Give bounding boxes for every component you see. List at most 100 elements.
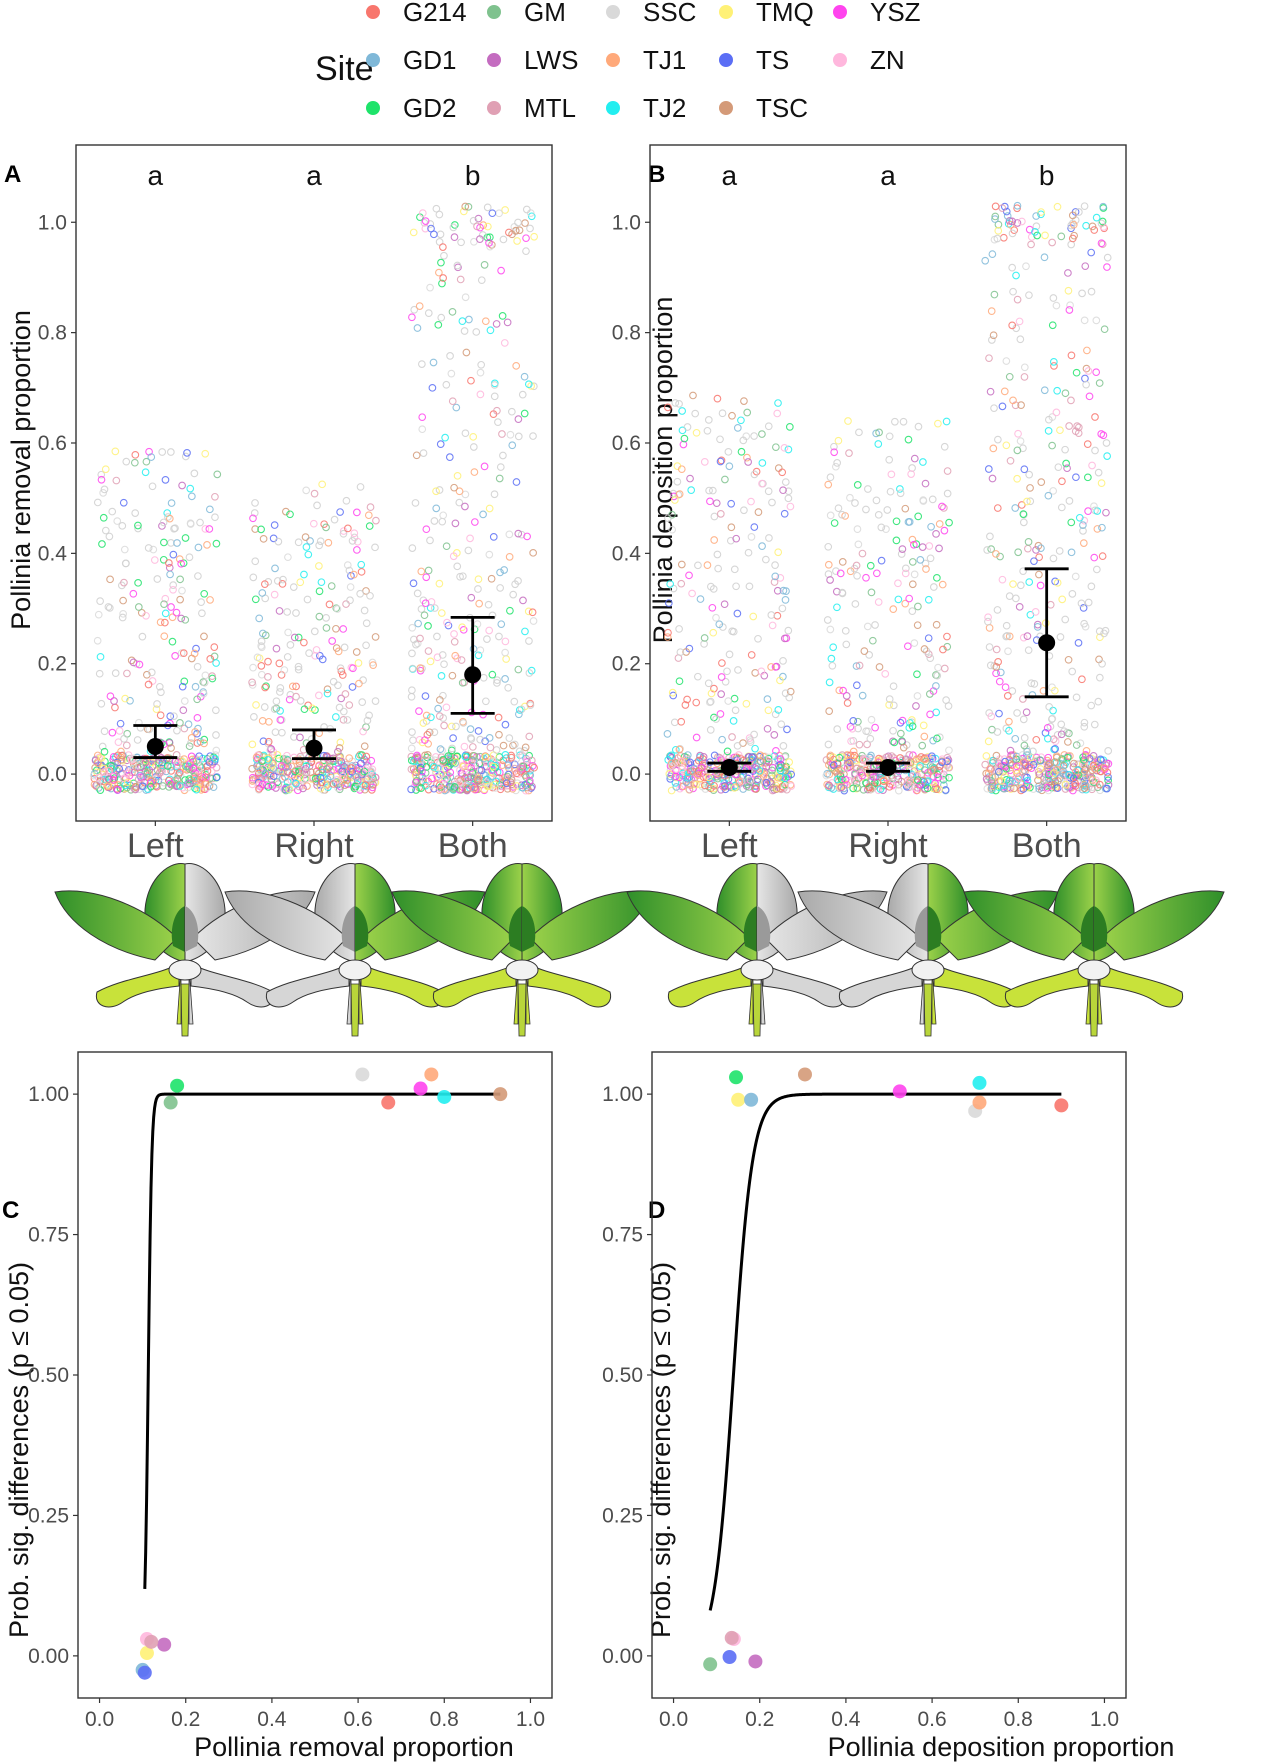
- raw-point: [134, 521, 142, 530]
- hood-shade: [928, 906, 942, 952]
- raw-point: [854, 540, 863, 549]
- raw-point: [1068, 211, 1077, 220]
- raw-point: [469, 784, 478, 793]
- raw-point: [476, 368, 485, 377]
- raw-point: [434, 704, 442, 713]
- raw-point: [1061, 785, 1070, 793]
- raw-point: [490, 381, 499, 389]
- raw-point: [938, 771, 946, 780]
- raw-point: [1068, 590, 1077, 598]
- panel-d-frame: [651, 1051, 1127, 1699]
- raw-point: [1048, 441, 1056, 450]
- raw-point: [841, 763, 850, 772]
- lip-lobe: [1099, 963, 1184, 1008]
- raw-point: [514, 577, 522, 585]
- raw-point: [272, 697, 281, 706]
- raw-point: [524, 380, 533, 389]
- raw-point: [280, 666, 289, 674]
- raw-point: [829, 761, 838, 770]
- raw-point: [275, 607, 284, 615]
- raw-point: [1020, 734, 1029, 742]
- raw-point: [371, 633, 380, 641]
- raw-point: [916, 762, 924, 770]
- legend-label-tj2: TJ2: [643, 93, 686, 123]
- raw-point: [716, 710, 725, 718]
- raw-point: [493, 406, 501, 415]
- raw-point: [708, 486, 717, 495]
- mean-point-left: [146, 738, 164, 756]
- raw-point: [167, 448, 175, 456]
- raw-point: [340, 762, 349, 771]
- raw-point: [525, 637, 533, 645]
- raw-point: [498, 312, 507, 320]
- raw-point: [940, 442, 949, 451]
- raw-point: [200, 589, 209, 598]
- raw-point: [424, 309, 433, 317]
- raw-point: [1046, 759, 1054, 768]
- site-point-gm: [163, 1095, 178, 1110]
- raw-point: [683, 751, 692, 759]
- raw-point: [503, 318, 512, 327]
- raw-point: [933, 734, 941, 743]
- raw-point: [690, 764, 698, 773]
- raw-point: [1063, 464, 1071, 473]
- raw-point: [867, 775, 876, 784]
- raw-point: [692, 698, 701, 707]
- raw-point: [1082, 746, 1091, 755]
- raw-point: [758, 430, 766, 438]
- lip-lobe: [838, 963, 923, 1008]
- raw-point: [468, 743, 477, 751]
- raw-point: [988, 250, 997, 259]
- raw-point: [142, 611, 150, 620]
- raw-point: [206, 596, 214, 604]
- legend-key-tj1: [606, 53, 620, 67]
- raw-point: [426, 283, 434, 292]
- raw-point: [853, 481, 862, 489]
- raw-point: [1092, 565, 1101, 574]
- legend-label-ssc: SSC: [643, 0, 696, 27]
- raw-point: [1088, 785, 1096, 794]
- raw-point: [156, 768, 164, 777]
- raw-point: [1017, 501, 1026, 509]
- raw-point: [106, 575, 114, 584]
- raw-point: [904, 435, 913, 444]
- raw-point: [994, 658, 1002, 666]
- raw-point: [279, 758, 288, 766]
- site-point-g214: [1054, 1098, 1069, 1113]
- raw-point: [97, 470, 106, 479]
- raw-point: [428, 383, 437, 392]
- raw-point: [1014, 548, 1023, 557]
- raw-point: [474, 651, 483, 660]
- raw-point: [251, 557, 260, 566]
- raw-point: [1092, 776, 1100, 785]
- raw-point: [862, 754, 871, 763]
- x-tick-label: 0.2: [171, 1708, 200, 1731]
- raw-point: [366, 503, 375, 511]
- raw-point: [1091, 446, 1099, 455]
- raw-point: [918, 543, 927, 551]
- raw-point: [527, 666, 536, 675]
- hood-shade: [508, 906, 522, 952]
- raw-point: [288, 682, 297, 691]
- raw-point: [780, 509, 789, 518]
- raw-point: [700, 640, 708, 648]
- raw-point: [514, 415, 523, 424]
- raw-point: [733, 741, 742, 750]
- raw-point: [912, 702, 920, 710]
- raw-point: [529, 432, 537, 440]
- raw-point: [787, 782, 796, 790]
- raw-point: [212, 746, 221, 755]
- raw-point: [844, 417, 852, 425]
- raw-point: [758, 542, 766, 550]
- raw-point: [412, 768, 421, 777]
- flower-left-half: [963, 863, 1095, 1025]
- raw-point: [1090, 553, 1099, 562]
- raw-point: [315, 612, 324, 621]
- raw-point: [362, 752, 371, 761]
- raw-point: [113, 786, 122, 794]
- y-tick-label: 0.75: [602, 1224, 643, 1247]
- raw-point: [98, 742, 107, 751]
- raw-point: [896, 729, 905, 738]
- raw-point: [178, 481, 186, 490]
